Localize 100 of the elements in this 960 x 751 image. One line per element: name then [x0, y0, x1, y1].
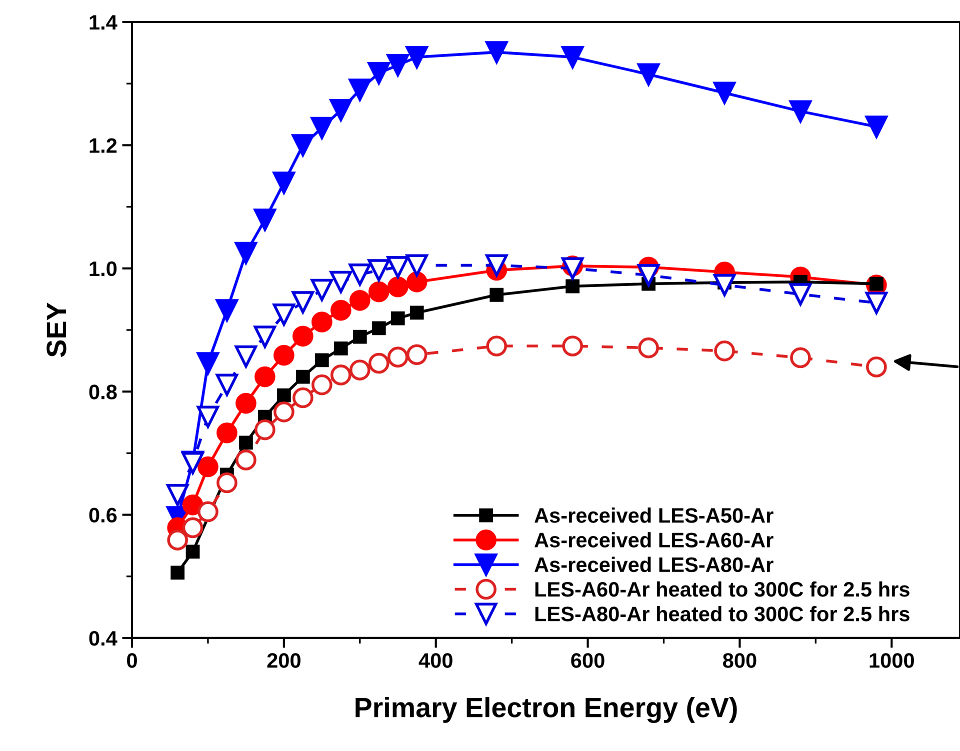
point [386, 54, 409, 76]
point [865, 116, 888, 138]
point [349, 290, 370, 311]
point [790, 347, 811, 368]
point [368, 281, 390, 302]
point [310, 116, 334, 140]
point [254, 366, 276, 388]
y-axis-title: SEY [46, 302, 66, 357]
y-tick-label: 0.8 [89, 384, 117, 400]
y-tick-label: 1.2 [90, 138, 117, 153]
point [486, 41, 508, 64]
point [368, 62, 390, 84]
point [170, 566, 185, 580]
x-tick-label: 200 [267, 653, 300, 668]
point [186, 544, 200, 559]
x-tick-label: 800 [722, 653, 756, 668]
point [330, 364, 352, 386]
point [272, 303, 296, 326]
point [182, 494, 204, 516]
point [196, 406, 220, 428]
x-tick-label: 1000 [870, 653, 914, 668]
point [167, 530, 188, 550]
point [865, 292, 888, 314]
point [330, 270, 352, 294]
point [234, 242, 258, 264]
point [368, 352, 390, 374]
point [330, 300, 352, 321]
point [349, 360, 370, 380]
point [292, 291, 314, 314]
point [714, 340, 735, 362]
point [216, 299, 238, 322]
point [387, 276, 408, 298]
y-tick-label: 0.6 [89, 508, 117, 523]
x-tick-label: 0 [127, 653, 137, 668]
x-tick-label: 400 [418, 653, 452, 668]
point [406, 254, 428, 276]
point [348, 263, 371, 286]
point [182, 517, 204, 538]
point [254, 326, 276, 348]
point [789, 283, 812, 306]
point [789, 100, 812, 122]
point [334, 342, 348, 356]
point [713, 82, 736, 104]
point [637, 264, 660, 286]
point [272, 172, 296, 194]
legend-label: As-received LES-A60-Ar [534, 532, 774, 548]
legend-label: LES-A60-Ar heated to 300C for 2.5 hrs [535, 581, 910, 597]
point [410, 306, 424, 320]
point [310, 278, 334, 302]
legend-label: As-received LES-A50-Ar [534, 508, 774, 523]
point [406, 344, 428, 366]
point [330, 98, 352, 122]
point [216, 374, 238, 396]
point [713, 274, 736, 296]
point [311, 374, 332, 396]
point [311, 312, 332, 332]
point [196, 352, 220, 374]
point [352, 330, 367, 344]
point [276, 388, 291, 402]
point [386, 256, 409, 278]
point [562, 336, 584, 356]
point [390, 311, 405, 326]
point [406, 272, 428, 292]
point [198, 501, 218, 522]
y-tick-label: 1.4 [90, 15, 118, 30]
point [292, 134, 314, 156]
point [216, 422, 238, 444]
point [239, 436, 253, 450]
y-tick-label: 1.0 [90, 261, 117, 276]
point [637, 63, 660, 86]
point [561, 46, 584, 68]
point [368, 259, 390, 282]
point [372, 321, 386, 336]
point [296, 370, 310, 384]
point [254, 419, 276, 440]
point [292, 387, 314, 408]
point [198, 456, 218, 478]
point [406, 46, 428, 68]
x-axis-title: Primary Electron Energy (eV) [356, 696, 737, 723]
point [236, 392, 256, 414]
point [274, 344, 294, 366]
point [490, 288, 504, 302]
point [314, 353, 329, 368]
point [387, 346, 408, 368]
legend-label: LES-A80-Ar heated to 300C for 2.5 hrs [535, 606, 910, 622]
point [486, 254, 508, 276]
point [638, 337, 659, 358]
point [486, 336, 508, 356]
x-tick-label: 600 [571, 653, 604, 668]
point [292, 326, 314, 347]
point [866, 356, 887, 378]
point [216, 472, 238, 494]
point [348, 78, 371, 101]
point [566, 279, 580, 294]
point [561, 257, 584, 280]
point [236, 450, 256, 470]
legend-label: As-received LES-A80-Ar [534, 556, 774, 572]
point [166, 484, 189, 506]
point [274, 401, 294, 422]
y-tick-label: 0.4 [89, 630, 118, 646]
